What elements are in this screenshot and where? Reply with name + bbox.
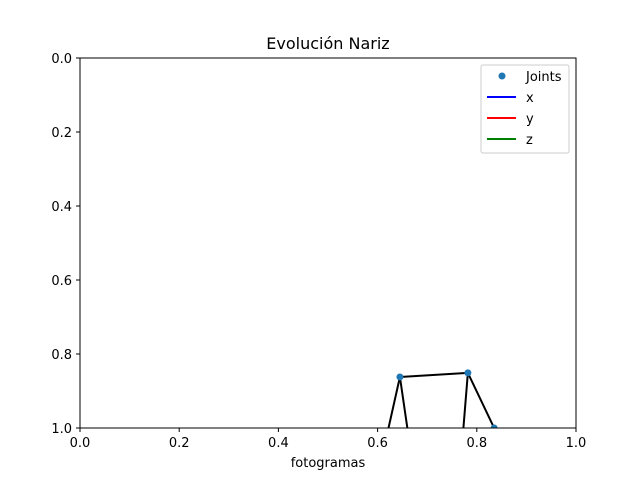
legend: Joints xyz	[480, 64, 570, 154]
y-tick-label-0: 0.0	[51, 52, 72, 67]
y-tick-label-1: 0.2	[51, 126, 72, 141]
joint-point-0	[396, 373, 404, 381]
x-tick-label-2: 0.4	[268, 436, 289, 451]
x-tick-label-0: 0.0	[70, 436, 91, 451]
legend-label-x: x	[526, 91, 534, 106]
legend-label-joints: Joints	[525, 70, 562, 85]
joint-point-2	[490, 424, 498, 428]
chart-title: Evolución Nariz	[266, 34, 389, 53]
skeleton-segment-1	[398, 375, 409, 428]
legend-marker-joints	[498, 72, 506, 80]
legend-label-y: y	[526, 112, 534, 127]
x-tick-label-1: 0.2	[169, 436, 190, 451]
legend-frame	[480, 64, 570, 154]
y-tick-label-2: 0.4	[51, 200, 72, 215]
y-tick-label-3: 0.6	[51, 274, 72, 289]
x-tick-label-3: 0.6	[367, 436, 388, 451]
joint-point-1	[464, 369, 472, 377]
y-tick-label-4: 0.8	[51, 348, 72, 363]
skeleton-segment-4	[466, 371, 496, 428]
x-axis-label: fotogramas	[291, 456, 366, 471]
y-axis: 0.0 0.2 0.4 0.6 0.8 1.0	[51, 52, 80, 437]
x-tick-label-5: 1.0	[566, 436, 587, 451]
x-tick-label-4: 0.8	[466, 436, 487, 451]
skeleton-segment-0	[387, 375, 401, 428]
y-tick-label-5: 1.0	[51, 422, 72, 437]
skeleton-segment-2	[398, 371, 469, 378]
legend-label-z: z	[526, 133, 533, 148]
plot-content	[387, 369, 498, 428]
plot-area-frame	[79, 57, 577, 429]
x-axis: 0.0 0.2 0.4 0.6 0.8 1.0	[70, 428, 587, 451]
skeleton-segment-3	[462, 371, 469, 428]
